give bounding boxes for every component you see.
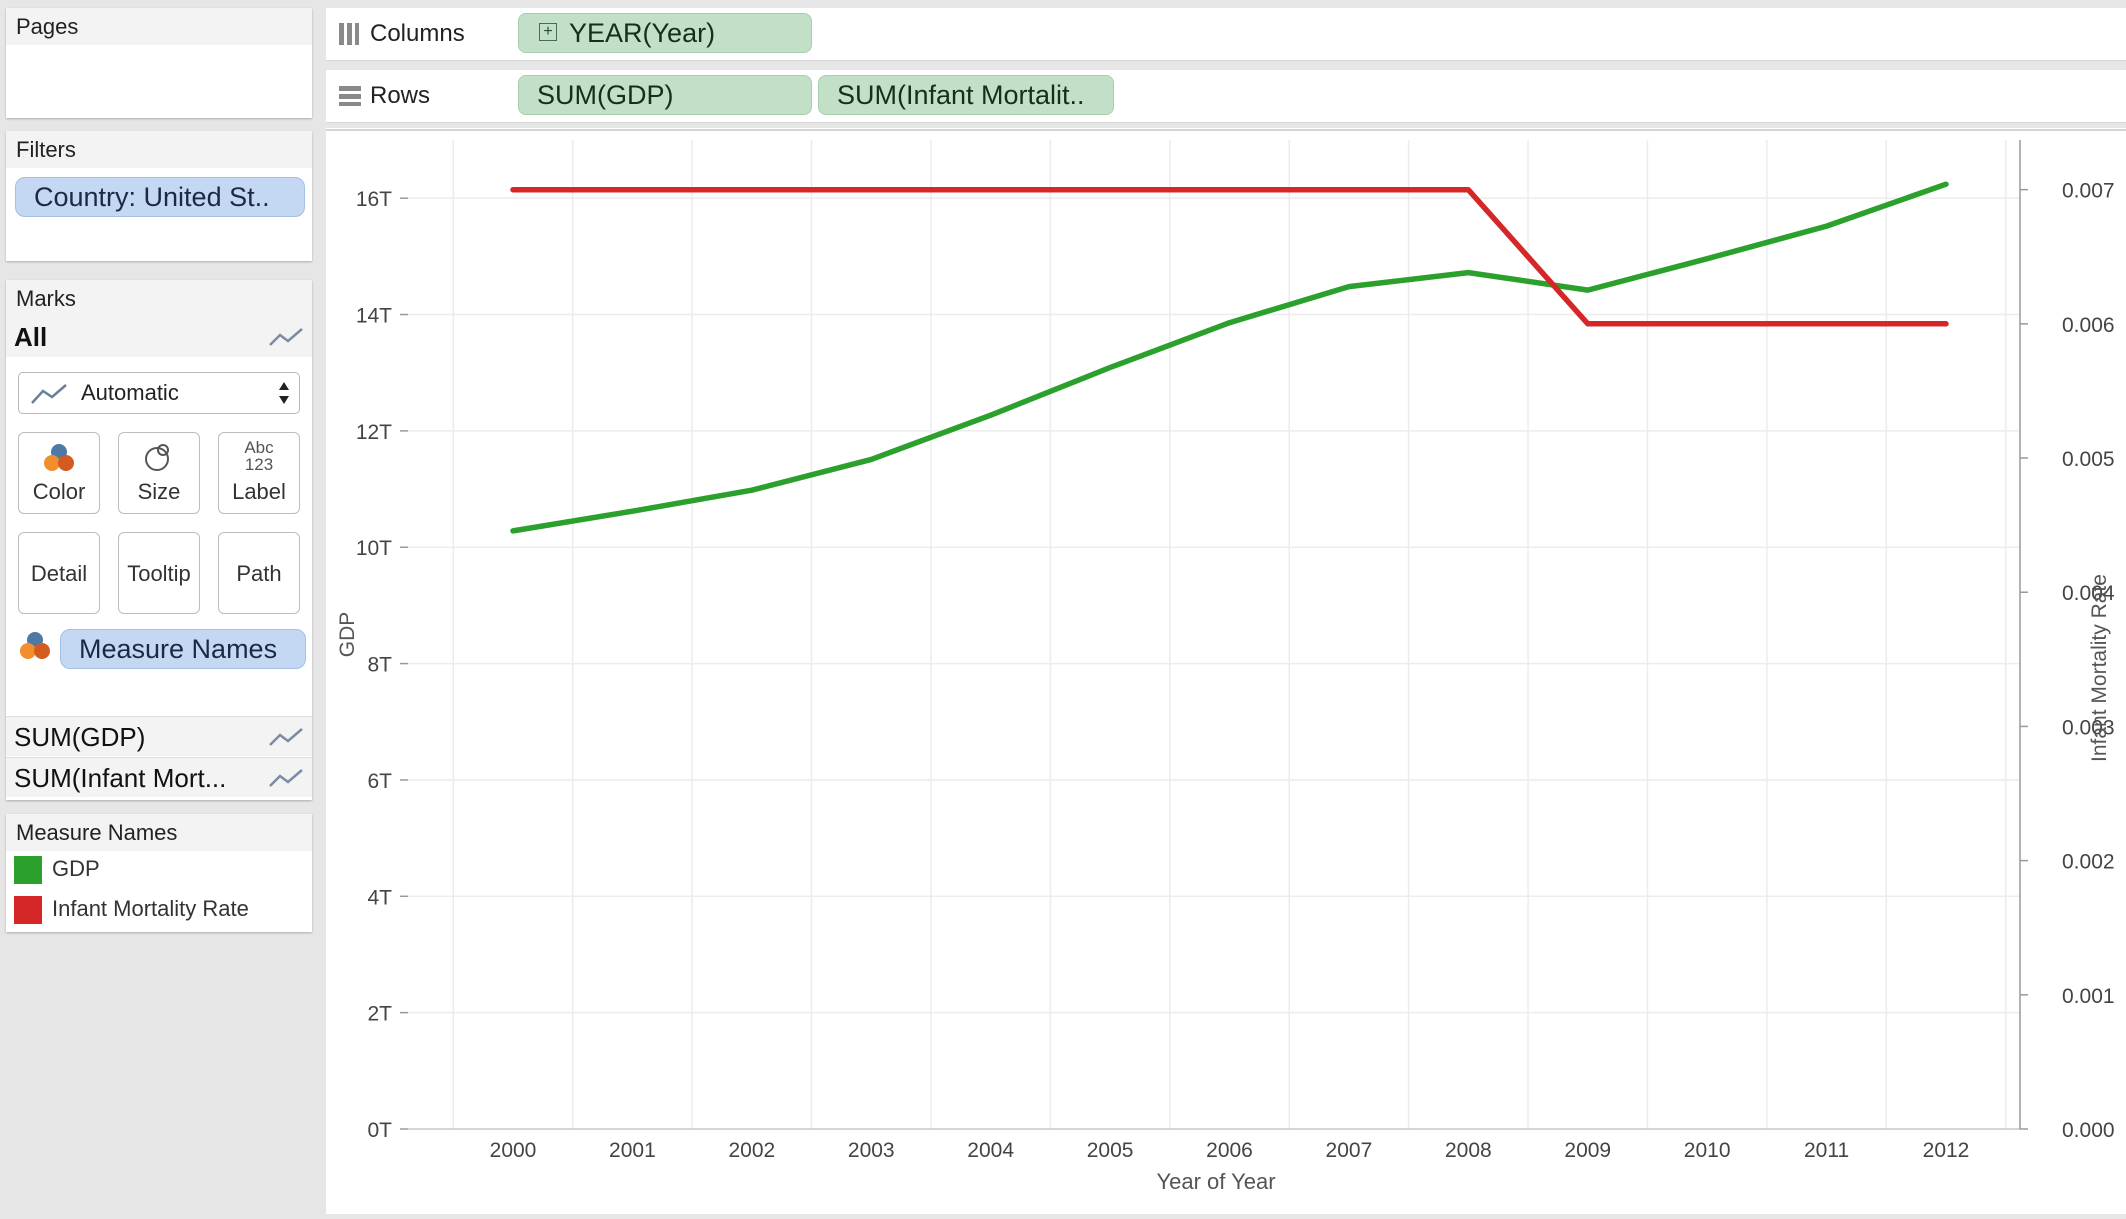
- label-icon-line2: 123: [244, 455, 274, 474]
- detail-button-label: Detail: [30, 561, 88, 586]
- y-tick-label: 12T: [356, 421, 392, 444]
- legend-title: Measure Names: [6, 814, 312, 851]
- color-encoding-icon: [20, 632, 50, 659]
- columns-shelf-label: Columns: [370, 20, 465, 47]
- x-tick-label: 2003: [848, 1139, 895, 1162]
- x-axis-title: Year of Year: [1156, 1169, 1275, 1194]
- marks-all-row[interactable]: All: [6, 317, 312, 357]
- size-button[interactable]: Size: [118, 432, 200, 514]
- y2-tick-label: 0.003: [2062, 716, 2115, 739]
- columns-shelf: Columns + YEAR(Year): [326, 8, 2126, 61]
- legend-item[interactable]: GDP: [14, 856, 100, 886]
- line-chart[interactable]: 0T 2T 4T 6T 8T 10T 12T 14T 16T 0.000 0.001 0.002 0.0…: [326, 128, 2126, 1214]
- y2-tick-label: 0.001: [2062, 985, 2115, 1008]
- chart-area: 0T 2T 4T 6T 8T 10T 12T 14T 16T 0.000 0.001 0.002 0.0…: [326, 128, 2126, 1214]
- columns-pill-label: YEAR(Year): [569, 18, 716, 48]
- y-tick-label: 0T: [367, 1119, 392, 1142]
- size-button-label: Size: [137, 479, 181, 504]
- label-button-label: Label: [232, 479, 286, 504]
- legend-item[interactable]: Infant Mortality Rate: [14, 896, 249, 926]
- x-tick-label: 2000: [490, 1139, 537, 1162]
- marks-measure-row[interactable]: SUM(Infant Mort...: [6, 757, 312, 797]
- x-tick-label: 2004: [967, 1139, 1014, 1162]
- x-tick-label: 2011: [1804, 1139, 1849, 1162]
- color-button-label: Color: [32, 479, 86, 504]
- y2-tick-label: 0.007: [2062, 180, 2115, 203]
- filter-pill-country[interactable]: Country: United St..: [15, 177, 305, 217]
- x-tick-label: 2002: [728, 1139, 775, 1162]
- mark-type-value: Automatic: [81, 380, 179, 405]
- columns-pill-year[interactable]: + YEAR(Year): [518, 13, 812, 53]
- label-button[interactable]: Abc 123 Label: [218, 432, 300, 514]
- x-tick-label: 2005: [1087, 1139, 1134, 1162]
- y2-axis-title: Infant Mortality Rate: [2088, 574, 2111, 762]
- size-icon: [145, 444, 169, 471]
- x-tick-label: 2006: [1206, 1139, 1253, 1162]
- y2-tick-label: 0.006: [2062, 314, 2115, 337]
- marks-measure-label: SUM(GDP): [14, 722, 146, 752]
- legend-swatch: [14, 896, 42, 925]
- x-tick-label: 2007: [1326, 1139, 1373, 1162]
- color-icon: [44, 444, 74, 471]
- series-line-infant-mortality-rate[interactable]: [510, 186, 1949, 327]
- line-mark-icon: [269, 769, 303, 787]
- x-tick-label: 2009: [1564, 1139, 1611, 1162]
- series-line-gdp[interactable]: [510, 181, 1949, 534]
- x-tick-label: 2010: [1684, 1139, 1731, 1162]
- y-tick-label: 8T: [367, 654, 392, 677]
- marks-title: Marks: [6, 280, 312, 317]
- legend-label: GDP: [52, 856, 100, 881]
- pages-title: Pages: [6, 8, 312, 45]
- x-tick-label: 2012: [1923, 1139, 1970, 1162]
- rows-pill-infant-mortality[interactable]: SUM(Infant Mortalit..: [818, 75, 1114, 115]
- legend-label: Infant Mortality Rate: [52, 896, 249, 921]
- select-arrows-icon: [279, 382, 289, 404]
- y-tick-label: 2T: [367, 1003, 392, 1026]
- line-mark-icon: [31, 384, 67, 404]
- detail-button[interactable]: Detail: [18, 532, 100, 614]
- path-button-label: Path: [236, 561, 282, 586]
- tooltip-button[interactable]: Tooltip: [118, 532, 200, 614]
- line-mark-icon: [269, 728, 303, 746]
- rows-icon: [339, 86, 361, 106]
- y2-tick-label: 0.000: [2062, 1119, 2115, 1142]
- y-tick-label: 16T: [356, 188, 392, 211]
- y-axis-title: GDP: [336, 612, 359, 658]
- y-tick-label: 10T: [356, 537, 392, 560]
- marks-measure-row[interactable]: SUM(GDP): [6, 716, 312, 756]
- tooltip-button-label: Tooltip: [127, 561, 191, 586]
- rows-shelf-label: Rows: [370, 82, 431, 109]
- label-icon-line1: Abc: [244, 438, 274, 457]
- legend-swatch: [14, 856, 42, 885]
- measure-names-pill[interactable]: Measure Names: [60, 629, 306, 669]
- color-button[interactable]: Color: [18, 432, 100, 514]
- rows-pill-gdp[interactable]: SUM(GDP): [518, 75, 812, 115]
- x-tick-label: 2008: [1445, 1139, 1492, 1162]
- rows-shelf: Rows SUM(GDP) SUM(Infant Mortalit..: [326, 70, 2126, 123]
- columns-icon: [339, 23, 359, 45]
- y2-tick-label: 0.002: [2062, 851, 2115, 874]
- expand-icon[interactable]: +: [539, 23, 557, 41]
- y2-tick-label: 0.004: [2062, 582, 2115, 605]
- legend-card: Measure Names GDP Infant Mortality Rate: [6, 814, 312, 932]
- pages-card: Pages: [6, 8, 312, 118]
- marks-card: Marks All Automatic Color Size Abc 123: [6, 280, 312, 800]
- filters-card: Filters Country: United St..: [6, 131, 312, 261]
- marks-all-label: All: [14, 322, 48, 352]
- y-tick-label: 6T: [367, 770, 392, 793]
- y-tick-label: 14T: [356, 305, 392, 328]
- x-tick-label: 2001: [609, 1139, 656, 1162]
- mark-type-select[interactable]: Automatic: [18, 372, 300, 414]
- marks-measure-label: SUM(Infant Mort...: [14, 763, 227, 793]
- path-button[interactable]: Path: [218, 532, 300, 614]
- filters-title: Filters: [6, 131, 312, 168]
- line-mark-icon: [269, 328, 303, 346]
- y-tick-label: 4T: [367, 886, 392, 909]
- label-icon: Abc 123: [219, 439, 299, 473]
- y2-tick-label: 0.005: [2062, 448, 2115, 471]
